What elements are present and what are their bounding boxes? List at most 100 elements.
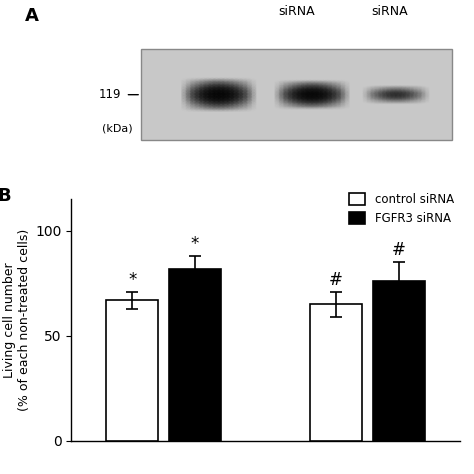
Ellipse shape bbox=[190, 87, 204, 92]
Ellipse shape bbox=[292, 101, 306, 106]
Ellipse shape bbox=[190, 102, 204, 107]
Ellipse shape bbox=[220, 105, 235, 110]
Ellipse shape bbox=[331, 89, 346, 94]
Ellipse shape bbox=[283, 89, 297, 94]
Ellipse shape bbox=[220, 103, 235, 109]
Ellipse shape bbox=[327, 94, 341, 99]
Ellipse shape bbox=[212, 82, 226, 87]
Text: siRNA: siRNA bbox=[372, 5, 408, 18]
Ellipse shape bbox=[190, 93, 204, 98]
Ellipse shape bbox=[386, 92, 398, 95]
Ellipse shape bbox=[279, 93, 292, 98]
Ellipse shape bbox=[279, 91, 292, 95]
Ellipse shape bbox=[288, 82, 301, 87]
Ellipse shape bbox=[212, 81, 226, 86]
Ellipse shape bbox=[310, 82, 323, 87]
Ellipse shape bbox=[310, 92, 323, 96]
Ellipse shape bbox=[181, 91, 195, 97]
Ellipse shape bbox=[398, 93, 410, 96]
Ellipse shape bbox=[410, 91, 422, 94]
Ellipse shape bbox=[386, 97, 398, 100]
Ellipse shape bbox=[216, 82, 230, 87]
Ellipse shape bbox=[199, 99, 213, 104]
Ellipse shape bbox=[398, 94, 410, 98]
Ellipse shape bbox=[216, 94, 230, 100]
Ellipse shape bbox=[382, 96, 394, 99]
Ellipse shape bbox=[229, 87, 243, 92]
Ellipse shape bbox=[220, 99, 235, 104]
Ellipse shape bbox=[283, 97, 297, 101]
Ellipse shape bbox=[386, 96, 398, 99]
Ellipse shape bbox=[305, 91, 319, 95]
Text: (kDa): (kDa) bbox=[102, 123, 133, 133]
Ellipse shape bbox=[216, 88, 230, 93]
Ellipse shape bbox=[208, 103, 221, 109]
Ellipse shape bbox=[216, 99, 230, 104]
Ellipse shape bbox=[216, 100, 230, 106]
Ellipse shape bbox=[405, 91, 418, 94]
Ellipse shape bbox=[314, 93, 328, 98]
Ellipse shape bbox=[336, 88, 350, 92]
Ellipse shape bbox=[394, 89, 406, 91]
Ellipse shape bbox=[229, 83, 243, 89]
Ellipse shape bbox=[234, 88, 248, 93]
Ellipse shape bbox=[394, 91, 406, 94]
Ellipse shape bbox=[199, 100, 213, 106]
Ellipse shape bbox=[394, 90, 406, 93]
Ellipse shape bbox=[305, 97, 319, 101]
Ellipse shape bbox=[208, 99, 221, 104]
Ellipse shape bbox=[382, 94, 394, 97]
Ellipse shape bbox=[234, 100, 248, 106]
Ellipse shape bbox=[225, 82, 239, 87]
Ellipse shape bbox=[310, 94, 323, 99]
Ellipse shape bbox=[314, 86, 328, 91]
Ellipse shape bbox=[301, 94, 315, 99]
Ellipse shape bbox=[216, 105, 230, 110]
Bar bbox=[373, 281, 425, 441]
Ellipse shape bbox=[292, 82, 306, 87]
Ellipse shape bbox=[279, 92, 292, 96]
Ellipse shape bbox=[203, 79, 217, 84]
Ellipse shape bbox=[331, 97, 346, 101]
Ellipse shape bbox=[394, 88, 406, 91]
Ellipse shape bbox=[190, 96, 204, 101]
Ellipse shape bbox=[394, 97, 406, 100]
Ellipse shape bbox=[401, 95, 414, 98]
Ellipse shape bbox=[310, 101, 323, 106]
Ellipse shape bbox=[398, 89, 410, 91]
Ellipse shape bbox=[229, 100, 243, 106]
Ellipse shape bbox=[234, 90, 248, 95]
Ellipse shape bbox=[292, 97, 306, 101]
Ellipse shape bbox=[283, 86, 297, 91]
Ellipse shape bbox=[310, 86, 323, 91]
Ellipse shape bbox=[318, 82, 332, 87]
Ellipse shape bbox=[331, 100, 346, 104]
Text: A: A bbox=[25, 7, 38, 25]
Ellipse shape bbox=[318, 84, 332, 88]
Ellipse shape bbox=[296, 99, 310, 103]
Ellipse shape bbox=[301, 101, 315, 106]
Ellipse shape bbox=[194, 81, 208, 86]
Ellipse shape bbox=[220, 93, 235, 98]
Ellipse shape bbox=[410, 95, 422, 98]
Ellipse shape bbox=[220, 81, 235, 86]
Bar bbox=[169, 269, 221, 441]
Ellipse shape bbox=[208, 102, 221, 107]
Ellipse shape bbox=[336, 94, 350, 99]
Ellipse shape bbox=[386, 89, 398, 91]
Ellipse shape bbox=[199, 83, 213, 89]
Ellipse shape bbox=[318, 88, 332, 92]
Ellipse shape bbox=[203, 81, 217, 86]
Ellipse shape bbox=[401, 94, 414, 97]
Ellipse shape bbox=[194, 87, 208, 92]
Ellipse shape bbox=[366, 93, 379, 96]
Ellipse shape bbox=[194, 103, 208, 109]
Ellipse shape bbox=[305, 81, 319, 86]
Ellipse shape bbox=[181, 88, 195, 93]
Ellipse shape bbox=[394, 95, 406, 98]
Ellipse shape bbox=[390, 98, 402, 101]
Ellipse shape bbox=[220, 100, 235, 106]
Ellipse shape bbox=[296, 91, 310, 95]
Text: siRNA: siRNA bbox=[278, 5, 315, 18]
Ellipse shape bbox=[220, 102, 235, 107]
